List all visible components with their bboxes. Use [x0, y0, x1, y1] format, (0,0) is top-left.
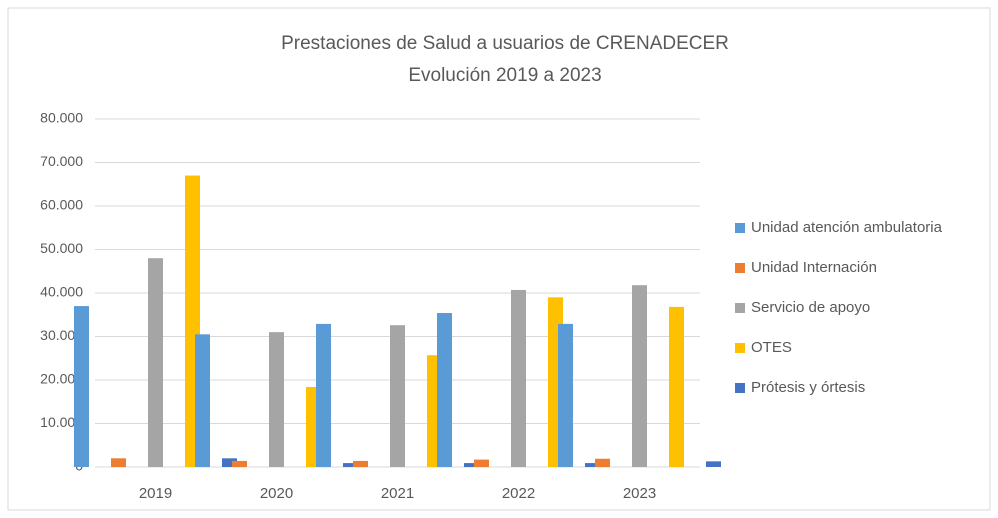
bar [595, 458, 610, 467]
bar [222, 458, 237, 467]
bar [390, 325, 405, 467]
bar [232, 460, 247, 467]
legend-label: Unidad atención ambulatoria [751, 219, 943, 236]
bar [343, 463, 358, 467]
bar [632, 285, 647, 467]
bar [148, 258, 163, 467]
bar [585, 463, 600, 467]
bar [474, 459, 489, 467]
bar [437, 313, 452, 467]
bar [669, 306, 684, 467]
legend-swatch [735, 343, 745, 353]
chart-subtitle: Evolución 2019 a 2023 [408, 65, 601, 86]
y-tick-label: 80.000 [40, 110, 83, 126]
x-tick-label: 2020 [260, 485, 293, 502]
chart-border [7, 7, 991, 511]
y-tick-label: 70.000 [40, 153, 83, 169]
bar [74, 306, 89, 467]
y-tick-label: 50.000 [40, 240, 83, 256]
legend-label: Unidad Internación [751, 259, 877, 276]
x-tick-label: 2023 [623, 485, 656, 502]
legend-swatch [735, 223, 745, 233]
y-tick-label: 20.000 [40, 371, 83, 387]
x-tick-label: 2021 [381, 485, 414, 502]
legend-label: OTES [751, 339, 792, 356]
chart-title: Prestaciones de Salud a usuarios de CREN… [281, 33, 729, 54]
legend-swatch [735, 383, 745, 393]
y-tick-label: 30.000 [40, 327, 83, 343]
x-tick-label: 2022 [502, 485, 535, 502]
legend-label: Servicio de apoyo [751, 299, 870, 316]
bar [269, 332, 284, 467]
bar [558, 323, 573, 467]
y-tick-label: 40.000 [40, 284, 83, 300]
bar [316, 323, 331, 467]
bar [353, 460, 368, 467]
bar [111, 458, 126, 467]
bar [195, 334, 210, 467]
legend-swatch [735, 303, 745, 313]
x-tick-label: 2019 [139, 485, 172, 502]
bar [511, 289, 526, 467]
y-tick-label: 60.000 [40, 197, 83, 213]
bar [464, 463, 479, 467]
legend-swatch [735, 263, 745, 273]
legend-label: Prótesis y órtesis [751, 379, 865, 396]
bar [706, 461, 721, 467]
y-tick-label: 10.000 [40, 414, 83, 430]
